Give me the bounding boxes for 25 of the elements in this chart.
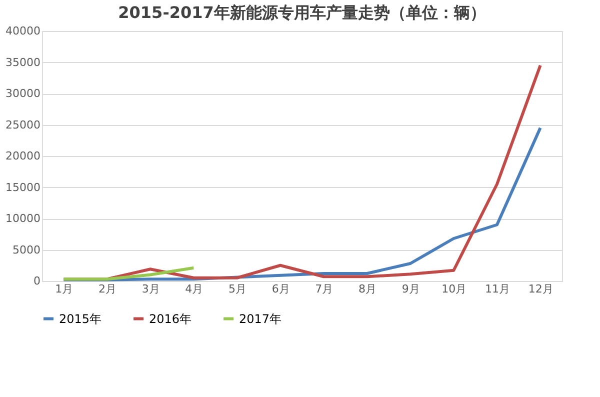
x-tick-label: 10月 bbox=[442, 282, 467, 296]
y-tick-label: 20000 bbox=[6, 150, 40, 162]
x-tick-label: 2月 bbox=[98, 282, 116, 296]
y-tick-label: 0 bbox=[34, 274, 40, 288]
x-tick-label: 3月 bbox=[142, 282, 160, 296]
y-tick-label: 30000 bbox=[6, 87, 40, 100]
y-tick-label: 35000 bbox=[6, 56, 40, 69]
x-tick-label: 5月 bbox=[228, 282, 246, 296]
x-tick-label: 7月 bbox=[315, 282, 334, 296]
x-tick-label: 11月 bbox=[485, 282, 510, 296]
legend-label: 2017年 bbox=[239, 312, 282, 326]
chart-title: 2015-2017年新能源专用车产量走势（单位：辆） bbox=[118, 3, 486, 22]
x-tick-label: 6月 bbox=[272, 282, 290, 296]
y-tick-label: 15000 bbox=[6, 180, 40, 194]
y-tick-label: 25000 bbox=[6, 118, 40, 132]
y-tick-label: 10000 bbox=[6, 212, 40, 225]
x-tick-label: 8月 bbox=[358, 282, 376, 296]
legend-label: 2015年 bbox=[59, 312, 102, 326]
x-tick-label: 9月 bbox=[402, 282, 420, 296]
y-tick-label: 40000 bbox=[6, 24, 40, 38]
x-tick-label: 4月 bbox=[185, 282, 204, 296]
x-tick-label: 12月 bbox=[528, 282, 554, 296]
legend-label: 2016年 bbox=[149, 312, 192, 326]
y-tick-label: 5000 bbox=[12, 243, 40, 256]
x-tick-label: 1月 bbox=[55, 282, 74, 296]
